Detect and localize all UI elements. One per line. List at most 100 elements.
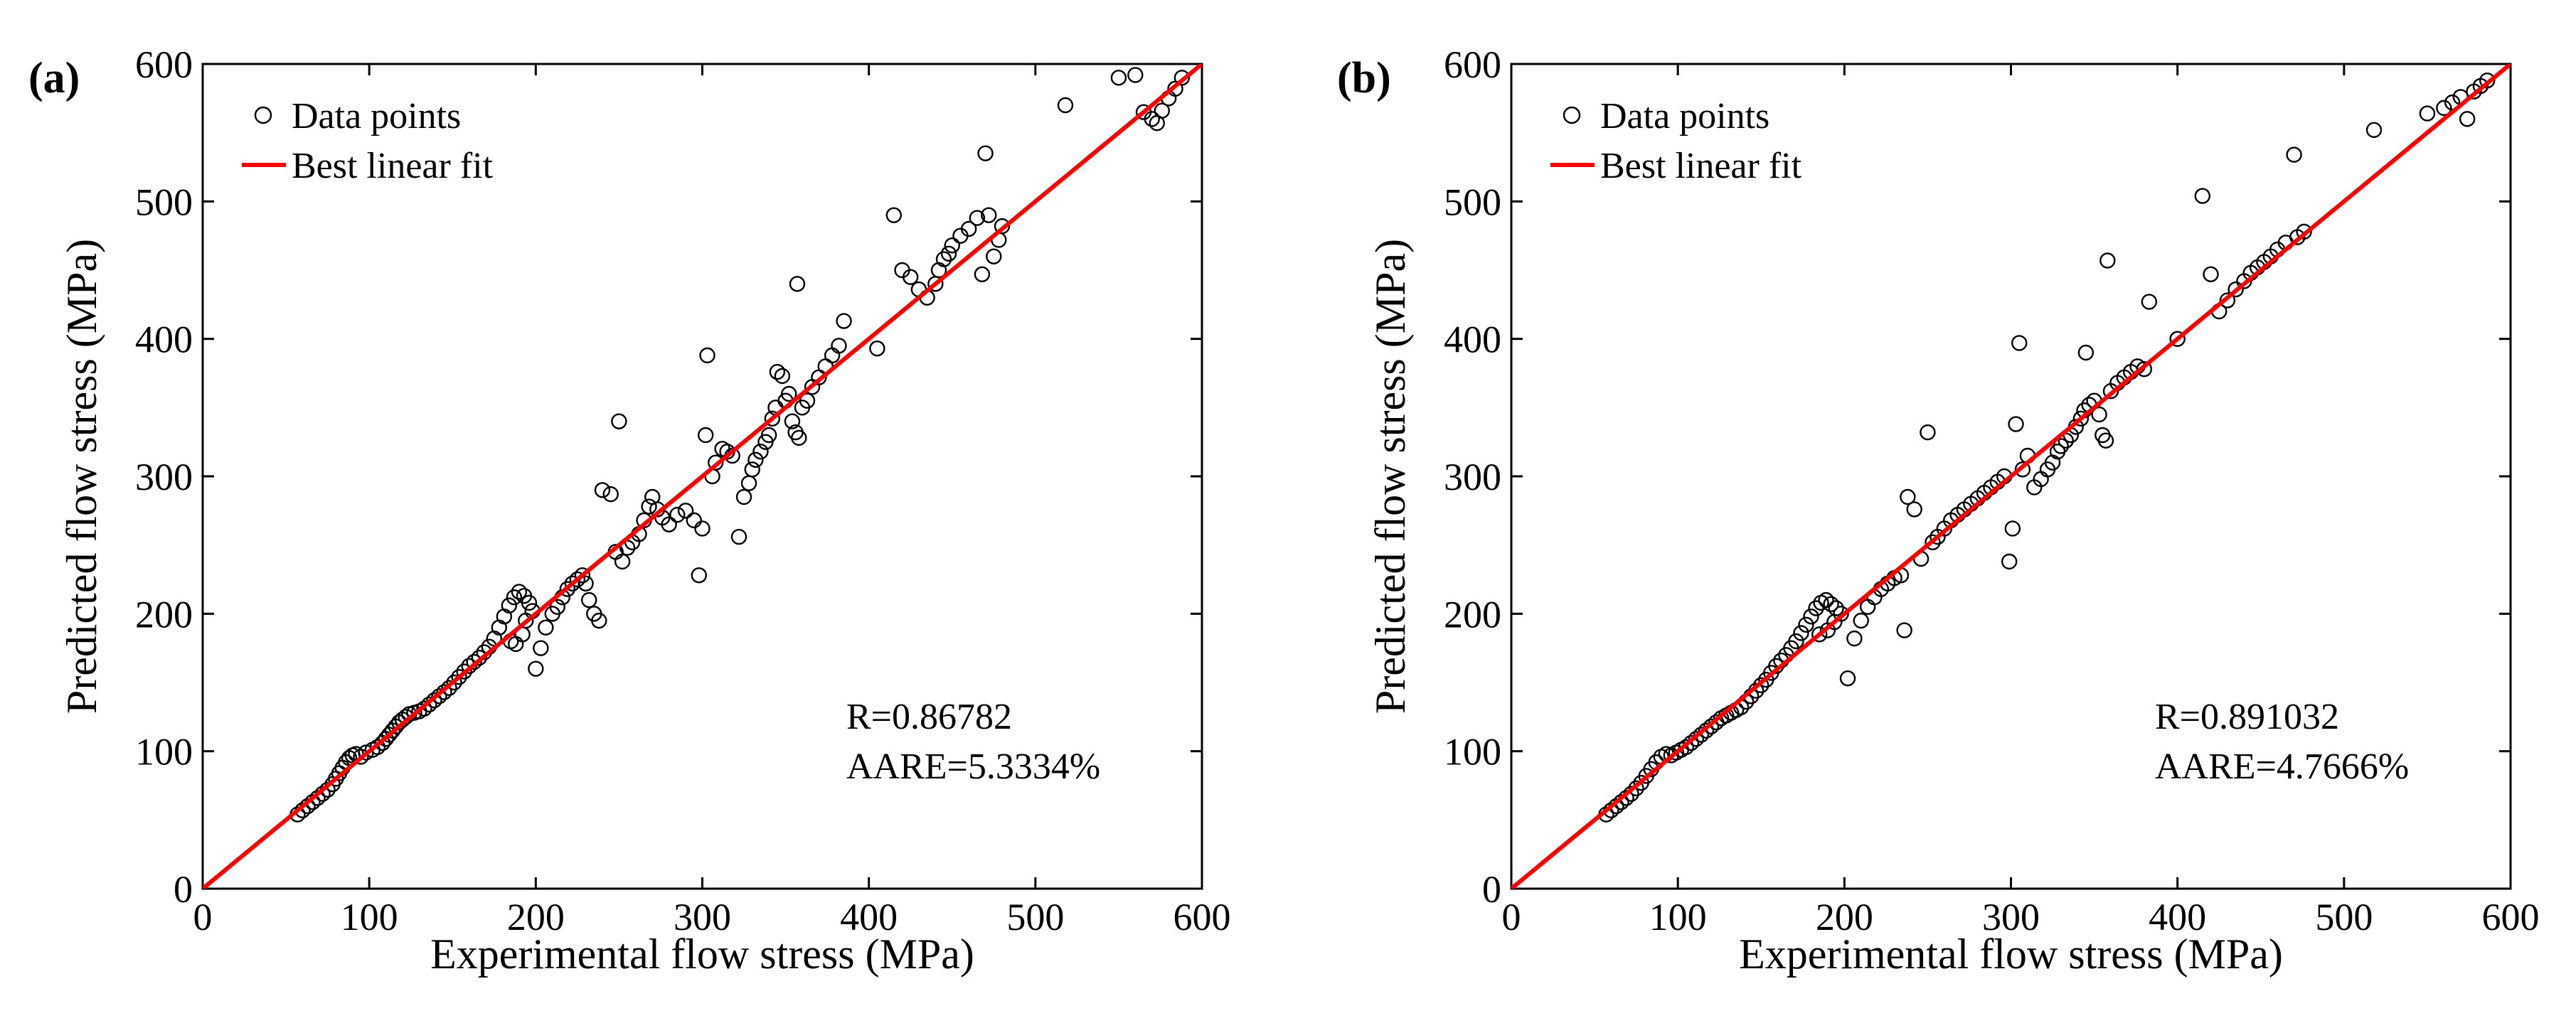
best-fit-line-b (1511, 64, 2511, 889)
y-tick-label-b: 100 (1444, 731, 1501, 773)
x-tick-label-a: 500 (1006, 896, 1064, 938)
y-tick-label-a: 300 (135, 456, 193, 498)
legend-marker-data-b (1563, 106, 1581, 124)
data-point (2004, 520, 2021, 537)
panel-label-a: (a) (28, 54, 80, 102)
data-point (614, 553, 631, 570)
data-point (1818, 591, 1834, 609)
legend-label-data-b: Data points (1600, 96, 1769, 136)
data-point (591, 612, 607, 629)
data-point (574, 567, 591, 584)
data-point (1826, 614, 1843, 631)
data-point (1057, 97, 1074, 114)
best-fit-line-a (203, 64, 1202, 889)
data-point (974, 266, 991, 282)
data-point (2419, 105, 2436, 122)
data-point (2141, 294, 2158, 310)
chart-panel-b: 0 100 200 300 400 500 600 0 100 200 300 400 500 600 Ex… (1337, 43, 2540, 978)
data-point (528, 660, 544, 677)
legend-label-fit-a: Best linear fit (292, 146, 494, 186)
data-point (466, 653, 482, 670)
data-point (421, 696, 437, 713)
data-point (935, 251, 952, 267)
data-point (2014, 461, 2031, 478)
data-point (1693, 727, 1710, 743)
data-point (1906, 501, 1922, 518)
data-point (1846, 630, 1863, 647)
data-point (594, 482, 611, 498)
data-point (369, 739, 386, 756)
data-point (2203, 266, 2219, 282)
data-point (981, 207, 997, 223)
data-point (1920, 424, 1936, 441)
y-axis-label-a: Predicted flow stress (MPa) (58, 239, 105, 714)
data-point (446, 674, 462, 691)
data-point (661, 516, 677, 532)
data-point (1859, 599, 1876, 615)
data-point (508, 636, 524, 653)
data-point (824, 347, 841, 364)
data-point (944, 237, 960, 254)
y-tick-label-a: 600 (135, 43, 193, 86)
data-point (2228, 281, 2244, 298)
x-tick-label-a: 300 (674, 896, 731, 938)
x-tick-label-b: 100 (1649, 896, 1707, 938)
data-point (471, 650, 487, 666)
data-point (1808, 600, 1824, 616)
data-point (549, 599, 565, 615)
data-point (903, 269, 919, 285)
data-point (836, 313, 852, 329)
data-point (641, 498, 657, 515)
data-point (774, 368, 791, 385)
x-tick-label-b: 600 (2482, 896, 2540, 938)
data-point (1110, 70, 1127, 86)
data-point (426, 692, 442, 709)
data-point (581, 591, 597, 609)
data-point (697, 427, 714, 444)
data-point (1811, 626, 1828, 643)
y-tick-label-b: 400 (1444, 318, 1501, 361)
data-point (2436, 100, 2452, 117)
x-tick-label-b: 0 (1502, 896, 1521, 938)
data-point (694, 520, 710, 537)
x-tick-label-a: 100 (341, 896, 398, 938)
data-point (1803, 609, 1819, 625)
data-point (831, 338, 847, 354)
data-point (994, 218, 1011, 235)
y-axis-label-b: Predicted flow stress (MPa) (1367, 239, 1414, 714)
data-point (2011, 335, 2028, 351)
data-point (1698, 722, 1715, 739)
data-point (1144, 111, 1160, 127)
data-point (869, 341, 885, 357)
data-point (1853, 612, 1869, 629)
data-point (511, 584, 528, 600)
data-point (1896, 622, 1912, 638)
data-point (501, 597, 518, 614)
data-point (1753, 677, 1769, 694)
data-point (602, 486, 619, 503)
data-point (1925, 534, 1941, 550)
legend-label-fit-b: Best linear fit (1600, 146, 1802, 186)
data-point (686, 512, 702, 529)
data-point (441, 680, 457, 696)
x-tick-label-a: 200 (507, 896, 565, 938)
y-tick-label-a: 500 (135, 181, 193, 223)
y-tick-label-b: 200 (1444, 593, 1501, 636)
data-point (2001, 553, 2018, 570)
x-tick-label-a: 600 (1173, 896, 1231, 938)
data-point (1839, 670, 1856, 687)
annotation-aare-b: AARE=4.7666% (2155, 746, 2409, 787)
data-point (1683, 734, 1700, 751)
data-point (564, 575, 581, 591)
data-point (986, 248, 1002, 264)
data-point (1678, 739, 1695, 756)
data-point (677, 503, 694, 519)
y-tick-label-a: 400 (135, 318, 193, 361)
data-point (416, 700, 432, 717)
y-tick-label-a: 0 (174, 868, 193, 911)
data-point (1823, 596, 1839, 612)
data-point (730, 528, 747, 545)
data-point (699, 347, 715, 364)
data-point (2136, 361, 2153, 378)
annotation-aare-a: AARE=5.3334% (846, 746, 1100, 787)
